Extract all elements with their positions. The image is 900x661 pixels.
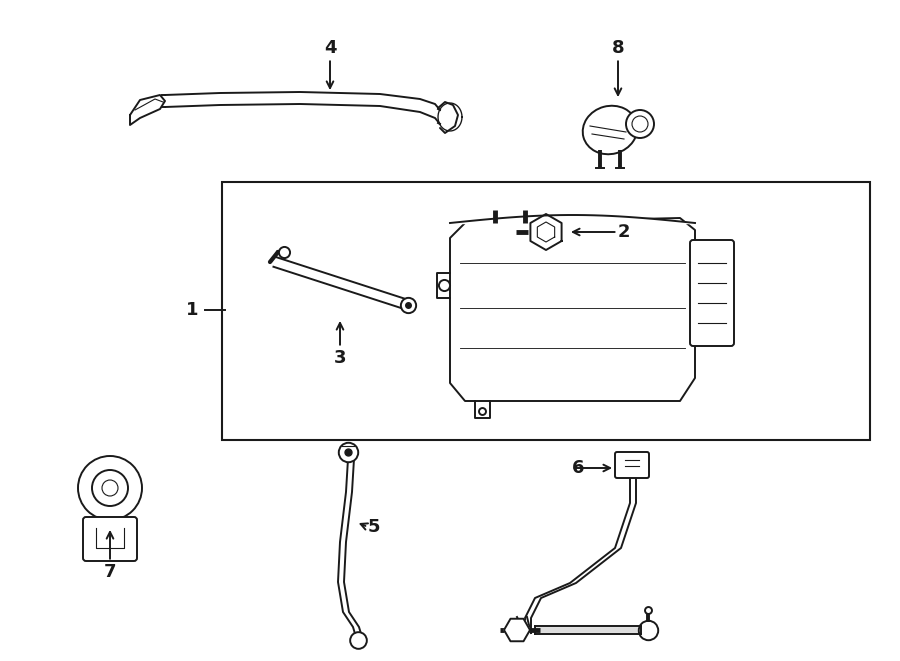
Text: 1: 1 (185, 301, 198, 319)
Polygon shape (530, 214, 562, 250)
Text: 5: 5 (368, 518, 380, 536)
Circle shape (102, 480, 118, 496)
Circle shape (626, 110, 654, 138)
Circle shape (78, 456, 142, 520)
Bar (222, 182, 870, 440)
FancyBboxPatch shape (615, 452, 649, 478)
Circle shape (632, 116, 648, 132)
FancyBboxPatch shape (83, 517, 137, 561)
Text: 3: 3 (334, 349, 346, 367)
Ellipse shape (582, 106, 637, 154)
Text: 2: 2 (617, 223, 630, 241)
Text: 8: 8 (612, 39, 625, 57)
Circle shape (92, 470, 128, 506)
Text: 6: 6 (572, 459, 584, 477)
Text: 4: 4 (324, 39, 337, 57)
Text: 7: 7 (104, 563, 116, 581)
FancyBboxPatch shape (690, 240, 734, 346)
Polygon shape (450, 218, 695, 401)
Polygon shape (504, 619, 530, 641)
